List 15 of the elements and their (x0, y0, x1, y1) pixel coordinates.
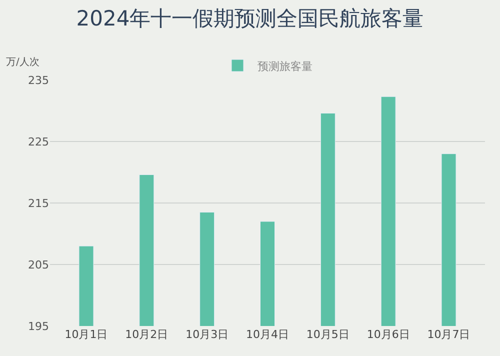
x-tick-label: 10月6日 (366, 328, 410, 341)
legend-label: 预测旅客量 (258, 60, 312, 73)
x-tick-label: 10月3日 (186, 328, 229, 341)
y-tick-label: 205 (28, 258, 49, 272)
y-tick-label: 235 (28, 74, 49, 87)
x-tick-label: 10月4日 (246, 328, 289, 341)
x-tick-label: 10月1日 (64, 328, 108, 341)
x-tick-label: 10月5日 (306, 328, 350, 341)
x-tick-label: 10月7日 (427, 328, 470, 341)
y-tick-label: 225 (28, 135, 49, 148)
y-tick-label: 195 (28, 320, 49, 333)
y-tick-label: 215 (28, 196, 49, 210)
y-axis-title: 万/人次 (6, 57, 40, 68)
chart-title: 2024年十一假期预测全国民航旅客量 (76, 6, 424, 30)
x-tick-label: 10月2日 (125, 328, 168, 341)
